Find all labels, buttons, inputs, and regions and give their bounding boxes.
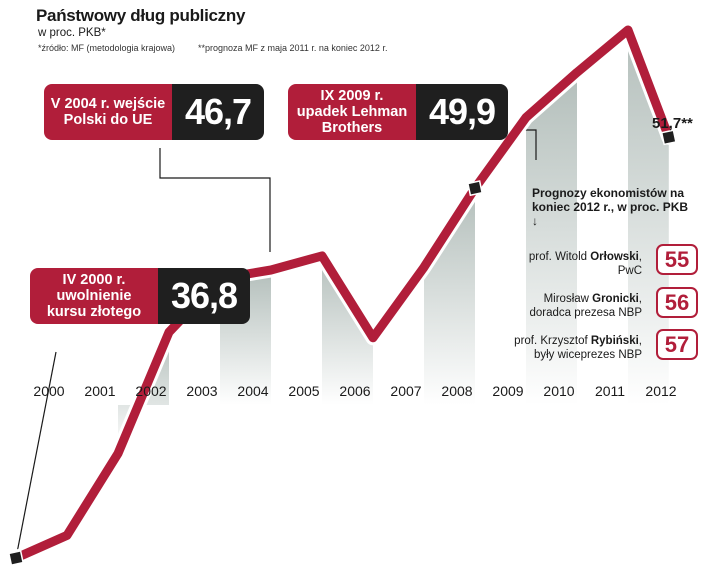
tick-2002: 2002: [135, 383, 166, 399]
connector-2000: [15, 351, 57, 559]
callout-2000-label: IV 2000 r. uwolnienie kursu złotego: [30, 268, 158, 324]
arrow-down-icon: ↓: [532, 214, 538, 228]
marker-2000: [7, 549, 25, 567]
callout-2000: IV 2000 r. uwolnienie kursu złotego 36,8: [30, 268, 250, 324]
year-band-2008: [424, 188, 475, 405]
tick-2003: 2003: [186, 383, 217, 399]
marker-2012.8: [660, 129, 677, 146]
tick-2000: 2000: [33, 383, 64, 399]
callout-2009-value: 49,9: [416, 84, 508, 140]
tick-2012: 2012: [645, 383, 676, 399]
forecast-heading: Prognozy ekonomistów na koniec 2012 r., …: [532, 186, 692, 228]
tick-2001: 2001: [84, 383, 115, 399]
callout-2009: IX 2009 r. upadek Lehman Brothers 49,9: [288, 84, 508, 140]
callout-2009-label: IX 2009 r. upadek Lehman Brothers: [288, 84, 416, 140]
tick-2005: 2005: [288, 383, 319, 399]
forecast-note: **prognoza MF z maja 2011 r. na koniec 2…: [198, 43, 388, 53]
tick-2004: 2004: [237, 383, 268, 399]
forecast-economist-1: prof. Witold Orłowski, PwC: [528, 251, 642, 277]
forecast-value-3: 57: [656, 329, 698, 360]
forecast-heading-text: Prognozy ekonomistów na koniec 2012 r., …: [532, 186, 689, 214]
callout-2004: V 2004 r. wejście Polski do UE 46,7: [44, 84, 264, 140]
tick-2009: 2009: [492, 383, 523, 399]
callout-2004-label: V 2004 r. wejście Polski do UE: [44, 84, 172, 140]
chart-subtitle: w proc. PKB*: [38, 27, 106, 39]
tick-2011: 2011: [595, 383, 625, 399]
year-bands: [118, 30, 669, 454]
callout-2000-value: 36,8: [158, 268, 250, 324]
forecast-economist-3: prof. Krzysztof Rybiński, były wicepreze…: [514, 335, 642, 361]
debt-line: [11, 25, 674, 563]
forecast-economist-2: Mirosław Gronicki, doradca prezesa NBP: [529, 293, 642, 319]
callout-2004-value: 46,7: [172, 84, 264, 140]
year-band-2006: [322, 255, 373, 405]
tick-2007: 2007: [390, 383, 421, 399]
connector-2004: [159, 148, 271, 252]
tick-2006: 2006: [339, 383, 370, 399]
year-band-2010: [526, 72, 577, 406]
x-axis-ticks: 2000 2001 2002 2003 2004 2005 2006 2007 2008 2009…: [33, 383, 676, 399]
source-note: *źródło: MF (metodologia krajowa): [38, 43, 176, 53]
forecast-value-2: 56: [656, 287, 698, 318]
tick-2010: 2010: [543, 383, 574, 399]
tick-2008: 2008: [441, 383, 472, 399]
chart-title: Państwowy dług publiczny: [36, 6, 246, 25]
marker-2009: [466, 180, 484, 197]
end-value-label: 51,7**: [652, 115, 693, 132]
forecast-value-1: 55: [656, 244, 698, 275]
